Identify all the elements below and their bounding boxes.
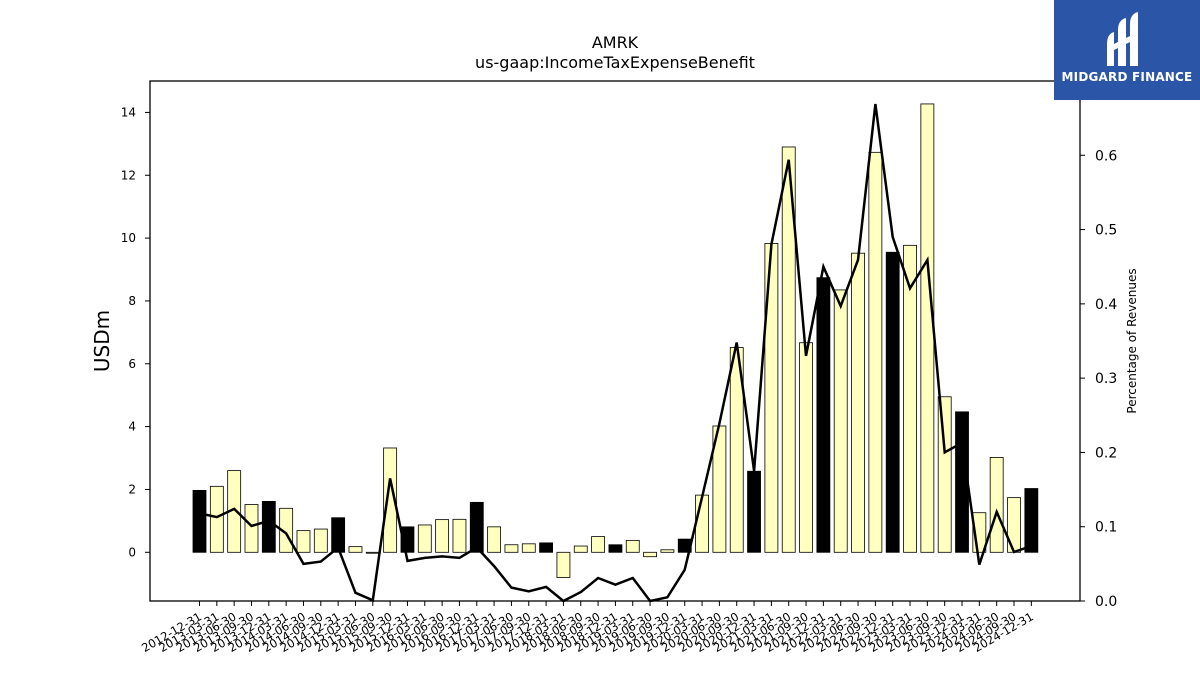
chart-title: AMRK (592, 33, 639, 52)
bar-2017-03-31 (487, 526, 502, 553)
y2-tick-label: 0.1 (1095, 520, 1117, 536)
y2-tick-label: 0.6 (1095, 148, 1117, 164)
bar-2015-06-30 (365, 551, 380, 554)
bar-2019-03-31 (625, 539, 640, 553)
bar-2015-03-31 (348, 546, 363, 553)
bar-2016-03-31 (417, 524, 432, 553)
bar-2022-12-31 (885, 251, 900, 553)
bar-2014-06-30 (296, 530, 311, 553)
bar-2024-12-31 (1024, 488, 1039, 553)
midgard-logo-icon (1107, 12, 1138, 66)
revenue-ratio-line (199, 103, 1032, 603)
bar-2020-12-31 (747, 470, 761, 553)
bar-2012-12-31 (192, 489, 207, 553)
bar-2016-09-30 (452, 518, 467, 553)
bar-2024-06-30 (989, 457, 1004, 553)
y-tick-label: 8 (128, 294, 136, 308)
y2-tick-label: 0.5 (1095, 223, 1117, 239)
bar-2017-09-30 (521, 543, 536, 553)
bar-2014-12-31 (331, 517, 346, 553)
brand-name: MIDGARD FINANCE (1061, 70, 1193, 84)
y2-tick-label: 0.4 (1095, 297, 1117, 313)
bar-2019-06-30 (643, 551, 657, 558)
bar-2018-06-30 (573, 545, 588, 553)
bar-2021-09-30 (799, 342, 813, 553)
bar-2013-09-30 (244, 504, 259, 553)
bar-2022-09-30 (868, 151, 883, 553)
x-axis-ticks: 2012-12-312013-03-312013-06-302013-09-30… (139, 601, 1036, 655)
y-axis-label: USDm (90, 310, 114, 372)
left-axis-ticks: 0 2 4 6 8 10 12 14 (121, 105, 150, 559)
bar-2019-09-30 (660, 549, 675, 553)
bar-2015-09-30 (383, 447, 398, 553)
bar-2022-06-30 (851, 252, 865, 553)
y-tick-label: 4 (128, 420, 136, 434)
y-tick-label: 12 (121, 168, 136, 182)
y-tick-label: 2 (128, 482, 136, 496)
bar-2021-12-31 (816, 277, 831, 553)
bar-2016-12-31 (469, 501, 484, 553)
bar-2023-06-30 (920, 103, 935, 553)
bar-2021-06-30 (781, 146, 796, 553)
y2-axis-label: Percentage of Revenues (1125, 268, 1139, 413)
y-tick-label: 10 (121, 231, 136, 245)
right-axis-ticks: 0.0 0.1 0.2 0.3 0.4 0.5 0.6 (1080, 148, 1117, 610)
bar-2023-03-31 (903, 244, 917, 553)
y-tick-label: 6 (128, 357, 136, 371)
bar-2016-06-30 (435, 519, 450, 553)
bar-2014-09-30 (313, 528, 328, 553)
y-tick-label: 14 (121, 105, 136, 119)
bar-2018-09-30 (591, 536, 605, 553)
brand-logo: MIDGARD FINANCE (1054, 0, 1200, 100)
y2-tick-label: 0.0 (1095, 594, 1117, 610)
bar-2013-12-31 (261, 500, 276, 553)
bar-2022-03-31 (833, 289, 848, 553)
chart-subtitle: us-gaap:IncomeTaxExpenseBenefit (475, 53, 755, 72)
y2-tick-label: 0.2 (1095, 445, 1117, 461)
bar-series (192, 103, 1039, 578)
bar-2020-03-31 (695, 494, 709, 553)
bar-2018-03-31 (556, 551, 571, 578)
bar-2018-12-31 (608, 544, 623, 553)
bar-2023-09-30 (937, 396, 952, 553)
bar-2017-12-31 (539, 542, 553, 553)
bar-2017-06-30 (504, 544, 519, 553)
y-tick-label: 0 (128, 545, 136, 559)
bar-2013-03-31 (209, 485, 224, 553)
y2-tick-label: 0.3 (1095, 371, 1117, 387)
